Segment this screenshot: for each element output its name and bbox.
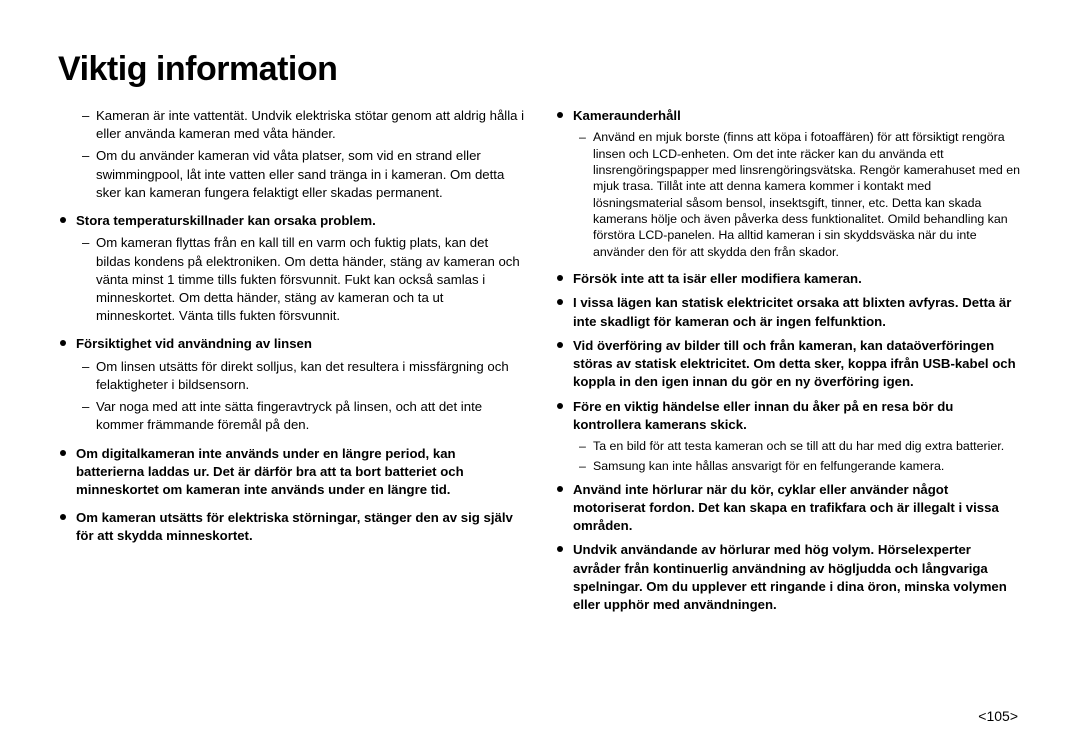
bullet-usb-transfer: Vid överföring av bilder till och från k… bbox=[555, 337, 1022, 392]
lens-block: Försiktighet vid användning av linsen Om… bbox=[58, 335, 525, 434]
right-column: Kameraunderhåll Använd en mjuk borste (f… bbox=[555, 107, 1022, 618]
intro-block: Kameran är inte vattentät. Undvik elektr… bbox=[58, 107, 525, 202]
bullet-headphones-volume: Undvik användande av hörlurar med hög vo… bbox=[555, 541, 1022, 614]
heading-temp: Stora temperaturskillnader kan orsaka pr… bbox=[58, 212, 525, 230]
page-title: Viktig information bbox=[58, 50, 1022, 89]
check-sub-2: Samsung kan inte hållas ansvarigt för en… bbox=[555, 458, 1022, 474]
maintenance-sub-1: Använd en mjuk borste (finns att köpa i … bbox=[555, 129, 1022, 260]
bullet-check-camera: Före en viktig händelse eller innan du å… bbox=[555, 398, 1022, 434]
bullet-headphones-driving: Använd inte hörlurar när du kör, cyklar … bbox=[555, 481, 1022, 536]
heading-lens: Försiktighet vid användning av linsen bbox=[58, 335, 525, 353]
page-number: <105> bbox=[978, 708, 1018, 724]
bullet-battery: Om digitalkameran inte används under en … bbox=[58, 445, 525, 500]
content-columns: Kameran är inte vattentät. Undvik elektr… bbox=[58, 107, 1022, 618]
bullet-disassemble: Försök inte att ta isär eller modifiera … bbox=[555, 270, 1022, 288]
bullet-electrical: Om kameran utsätts för elektriska störni… bbox=[58, 509, 525, 545]
lens-sub-2: Var noga med att inte sätta fingeravtryc… bbox=[58, 398, 525, 434]
document-page: Viktig information Kameran är inte vatte… bbox=[0, 0, 1080, 648]
lens-sub-1: Om linsen utsätts för direkt solljus, ka… bbox=[58, 358, 525, 394]
maintenance-block: Kameraunderhåll Använd en mjuk borste (f… bbox=[555, 107, 1022, 260]
temp-sub-1: Om kameran flyttas från en kall till en … bbox=[58, 234, 525, 325]
left-column: Kameran är inte vattentät. Undvik elektr… bbox=[58, 107, 525, 618]
intro-sub-1: Kameran är inte vattentät. Undvik elektr… bbox=[58, 107, 525, 143]
check-block: Före en viktig händelse eller innan du å… bbox=[555, 398, 1022, 475]
temp-block: Stora temperaturskillnader kan orsaka pr… bbox=[58, 212, 525, 325]
check-sub-1: Ta en bild för att testa kameran och se … bbox=[555, 438, 1022, 454]
bullet-static-flash: I vissa lägen kan statisk elektricitet o… bbox=[555, 294, 1022, 330]
heading-maintenance: Kameraunderhåll bbox=[555, 107, 1022, 125]
intro-sub-2: Om du använder kameran vid våta platser,… bbox=[58, 147, 525, 202]
